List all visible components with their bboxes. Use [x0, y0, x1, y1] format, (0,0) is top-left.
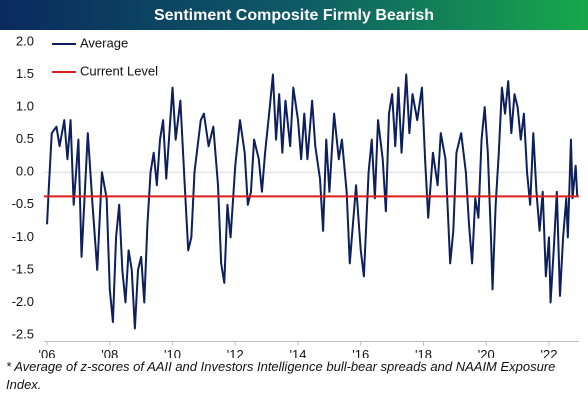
y-tick-label: 1.5	[16, 66, 34, 81]
x-tick-label: '16	[352, 347, 369, 358]
legend-label: Current Level	[80, 63, 158, 78]
x-tick-label: '06	[39, 347, 56, 358]
y-tick-label: -2.0	[12, 294, 34, 309]
y-tick-label: 0.5	[16, 131, 34, 146]
y-tick-label: -0.5	[12, 196, 34, 211]
series-line	[46, 73, 579, 330]
x-tick-label: '12	[227, 347, 244, 358]
x-tick-label: '18	[415, 347, 432, 358]
legend-label: Average	[80, 35, 128, 50]
y-tick-label: -1.0	[12, 229, 34, 244]
x-tick-label: '14	[290, 347, 307, 358]
y-tick-label: 1.0	[16, 99, 34, 114]
x-tick-label: '08	[101, 347, 118, 358]
y-tick-label: -2.5	[12, 326, 34, 341]
y-tick-label: 2.0	[16, 33, 34, 48]
legend-bg	[48, 34, 168, 82]
x-tick-label: '20	[478, 347, 495, 358]
title-banner	[0, 0, 588, 30]
x-tick-label: '10	[164, 347, 181, 358]
chart: Sentiment Composite Firmly Bearish 2.0 1.…	[0, 0, 588, 362]
y-tick-label: 0.0	[16, 164, 34, 179]
footnote: * Average of z-scores of AAII and Invest…	[6, 359, 556, 392]
chart-title: Sentiment Composite Firmly Bearish	[154, 7, 434, 24]
y-tick-label: -1.5	[12, 261, 34, 276]
x-tick-label: '22	[541, 347, 558, 358]
